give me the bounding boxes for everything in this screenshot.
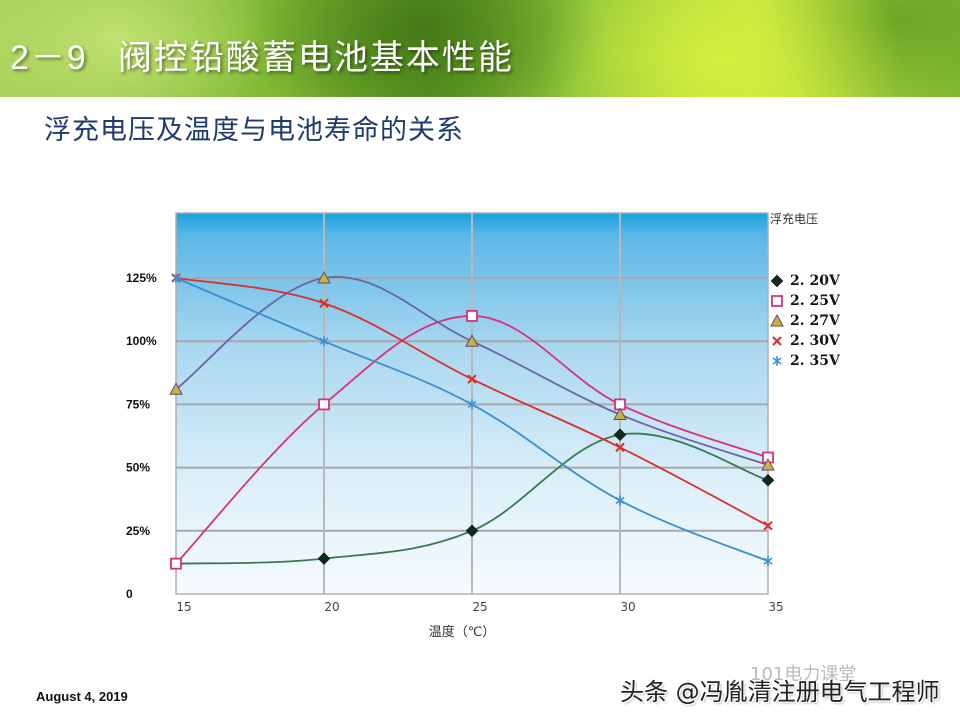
legend-label: 2. 25V [790, 293, 840, 309]
square-marker-icon [170, 557, 182, 570]
x-marker-icon [772, 336, 782, 346]
title-banner: 2－9 阀控铅酸蓄电池基本性能 [0, 0, 960, 97]
x-tick-label: 35 [768, 600, 783, 614]
legend-label: 2. 20V [790, 273, 840, 289]
watermark: 头条 @冯胤清注册电气工程师 [620, 678, 940, 706]
star-marker-icon [763, 556, 773, 567]
x-tick-label: 25 [472, 600, 487, 614]
legend: 浮充电压 2. 20V 2. 25V 2. 27V 2. 30V 2. 35V [768, 210, 948, 371]
section-number: 2－9 [10, 39, 88, 77]
legend-item: 2. 30V [768, 331, 948, 351]
triangle-marker-icon [770, 314, 784, 327]
x-tick-label: 30 [620, 600, 635, 614]
y-tick-label: 75% [126, 397, 150, 411]
star-marker-icon [615, 495, 625, 506]
triangle-marker-icon [761, 458, 775, 471]
slide-date: August 4, 2019 [36, 689, 128, 704]
diamond-marker-icon [613, 428, 627, 442]
legend-item: 2. 27V [768, 311, 948, 331]
x-marker-icon [615, 442, 625, 453]
legend-label: 2. 30V [790, 333, 840, 349]
y-tick-label: 50% [126, 461, 150, 475]
square-marker-icon [318, 398, 330, 411]
y-tick-label: 100% [126, 334, 157, 348]
x-tick-label: 20 [324, 600, 339, 614]
slide-subtitle: 浮充电压及温度与电池寿命的关系 [44, 115, 464, 146]
triangle-marker-icon [317, 270, 331, 284]
watermark-ghost: 101电力课堂 [750, 664, 857, 685]
diamond-marker-icon [465, 524, 479, 538]
series-markers [169, 270, 775, 571]
square-marker-icon [466, 310, 478, 322]
star-marker-icon [171, 273, 181, 283]
star-marker-icon [467, 399, 477, 410]
legend-item: 2. 35V [768, 351, 948, 371]
diamond-marker-icon [317, 552, 331, 565]
triangle-marker-icon [613, 407, 627, 421]
x-marker-icon [763, 521, 773, 531]
y-tick-label: 125% [126, 271, 157, 285]
y-tick-label: 0 [126, 587, 133, 601]
x-tick-label: 15 [176, 600, 191, 614]
star-marker-icon [772, 356, 782, 366]
square-marker-icon [771, 295, 783, 307]
triangle-marker-icon [169, 382, 183, 395]
legend-label: 2. 35V [790, 353, 840, 369]
slide-title: 2－9 阀控铅酸蓄电池基本性能 [10, 30, 514, 79]
legend-title: 浮充电压 [770, 212, 819, 226]
legend-item: 2. 25V [768, 291, 948, 311]
legend-label: 2. 27V [790, 313, 840, 329]
triangle-marker-icon [465, 334, 479, 347]
star-marker-icon [319, 336, 329, 347]
legend-item: 2. 20V [768, 271, 948, 291]
diamond-marker-icon [761, 473, 775, 487]
x-marker-icon [319, 298, 329, 308]
x-axis-ticks: 15 20 25 30 35 [176, 600, 783, 614]
y-tick-label: 25% [126, 524, 150, 538]
title-text: 阀控铅酸蓄电池基本性能 [117, 38, 514, 78]
x-marker-icon [467, 374, 477, 384]
diamond-marker-icon [770, 274, 784, 288]
y-axis-ticks: 0 25% 50% 75% 100% 125% [126, 271, 157, 601]
x-axis-label: 温度（℃） [429, 624, 496, 640]
